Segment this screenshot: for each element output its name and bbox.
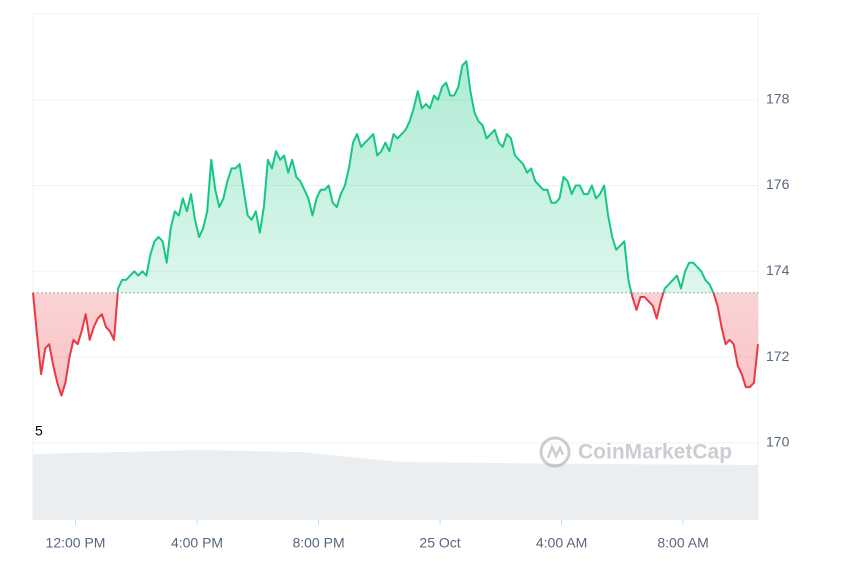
y-tick-label: 172 [766,348,790,364]
price-line-up [32,60,715,293]
x-tick-label: 8:00 PM [292,535,344,551]
annotation: 5 [35,423,43,439]
price-line-down [32,292,759,397]
x-tick-label: 4:00 AM [536,535,587,551]
x-tick-label: 4:00 PM [171,535,223,551]
y-tick-label: 174 [766,262,790,278]
area-up [33,61,714,293]
watermark: CoinMarketCap [539,436,732,468]
y-tick-label: 170 [766,434,790,450]
x-tick-label: 25 Oct [419,535,460,551]
y-tick-label: 178 [766,90,790,106]
plot [32,60,759,397]
watermark-logo-mark [546,443,565,459]
watermark-logo [539,436,571,468]
x-tick-label: 8:00 AM [657,535,708,551]
watermark-text: CoinMarketCap [578,441,732,464]
y-tick-label: 176 [766,176,790,192]
x-tick-label: 12:00 PM [46,535,106,551]
area-down [33,292,758,396]
volume-area [33,450,758,520]
